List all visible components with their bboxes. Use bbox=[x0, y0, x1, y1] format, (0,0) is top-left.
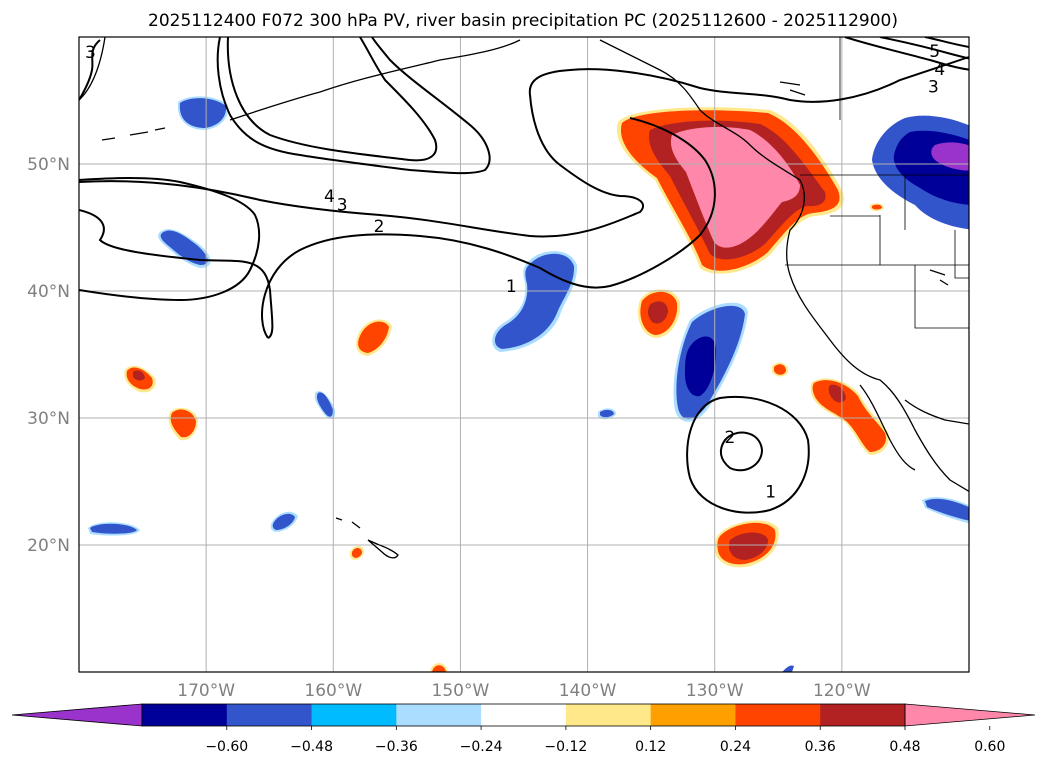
figure-title: 2025112400 F072 300 hPa PV, river basin … bbox=[148, 11, 898, 31]
colorbar-segment bbox=[650, 704, 736, 726]
coastline-hawaii bbox=[335, 517, 399, 559]
pv-contour-label: 3 bbox=[928, 78, 939, 98]
pv-contour-label: 4 bbox=[324, 187, 335, 207]
colorbar-tick-label: 0.24 bbox=[720, 739, 751, 755]
pv-contour-2-main bbox=[79, 55, 969, 238]
colorbar-segment bbox=[396, 704, 482, 726]
lon-tick-label: 150°W bbox=[432, 681, 490, 701]
pv-contour-label: 3 bbox=[337, 196, 348, 216]
colorbar-tick-label: 0.12 bbox=[635, 739, 666, 755]
colorbar-segment bbox=[565, 704, 652, 726]
colorbar-tick-label: −0.48 bbox=[290, 739, 333, 755]
coastlines bbox=[79, 37, 969, 559]
lon-tick-label: 160°W bbox=[304, 681, 362, 701]
state-borders bbox=[785, 37, 969, 329]
pv-contour-label: 4 bbox=[934, 60, 945, 80]
pv-contours bbox=[79, 37, 969, 514]
colorbar: −0.60 −0.48 −0.36 −0.24 −0.12 0.12 0.24 0.36 0.4… bbox=[11, 703, 1036, 755]
pv-contour-3-main bbox=[216, 37, 491, 175]
pv-contour-2-cutoff bbox=[719, 431, 764, 472]
pv-contour-4-east bbox=[879, 37, 969, 60]
gridlines bbox=[79, 37, 969, 672]
colorbar-tick-label: 0.48 bbox=[889, 739, 920, 755]
pv-contour-label: 1 bbox=[765, 483, 776, 503]
colorbar-segment bbox=[820, 704, 906, 726]
pv-contour-label: 1 bbox=[506, 277, 517, 297]
longitude-axis: 170°W 160°W 150°W 140°W 130°W 120°W bbox=[177, 681, 871, 701]
coastline-islands bbox=[779, 81, 949, 286]
lat-tick-label: 40°N bbox=[27, 282, 70, 302]
colorbar-tick-label: −0.36 bbox=[375, 739, 418, 755]
map-frame bbox=[78, 36, 970, 673]
colorbar-tick-label: −0.24 bbox=[460, 739, 503, 755]
pv-contour-3-east bbox=[844, 37, 969, 71]
pv-contour-label: 2 bbox=[725, 428, 736, 448]
coastline-baja bbox=[859, 384, 916, 471]
pv-contour-3-west bbox=[79, 39, 101, 101]
coastline-north-america bbox=[599, 39, 969, 493]
lon-tick-label: 170°W bbox=[177, 681, 235, 701]
anomaly-blob-south bbox=[714, 520, 779, 568]
pv-contour-label: 2 bbox=[374, 217, 385, 237]
pv-contour-1-main bbox=[261, 117, 716, 339]
coastline-aleutians bbox=[229, 39, 521, 121]
colorbar-segment bbox=[481, 704, 567, 726]
colorbar-extend-low bbox=[11, 703, 143, 727]
anomaly-blob-130w bbox=[673, 302, 748, 422]
colorbar-segment bbox=[142, 704, 228, 726]
pv-contour-5-east bbox=[924, 37, 969, 49]
colorbar-tick-label: −0.12 bbox=[544, 739, 587, 755]
colorbar-tick-label: 0.36 bbox=[805, 739, 836, 755]
colorbar-tick-label: −0.60 bbox=[205, 739, 248, 755]
coastline-alaska-west bbox=[79, 37, 106, 101]
anomaly-blob-135w bbox=[637, 289, 681, 338]
latitude-axis: 20°N 30°N 40°N 50°N bbox=[27, 155, 70, 556]
lat-tick-label: 20°N bbox=[27, 536, 70, 556]
pv-contour-label: 3 bbox=[85, 43, 96, 63]
pv-contour-label: 5 bbox=[929, 42, 940, 62]
anomaly-blob-baja bbox=[810, 378, 889, 455]
lon-tick-label: 140°W bbox=[559, 681, 617, 701]
colorbar-segment bbox=[735, 704, 821, 726]
lon-tick-label: 130°W bbox=[686, 681, 744, 701]
lat-tick-label: 50°N bbox=[27, 155, 70, 175]
pv-contour-1-west bbox=[79, 177, 261, 302]
pv-contour-4-main bbox=[226, 37, 438, 162]
lon-tick-label: 120°W bbox=[813, 681, 871, 701]
anomaly-blob-pacific-northwest bbox=[617, 107, 844, 274]
colorbar-segment bbox=[226, 704, 313, 726]
coastline-gulf bbox=[904, 399, 969, 425]
anomaly-blob-northeast bbox=[872, 115, 969, 230]
colorbar-segment bbox=[311, 704, 397, 726]
pv-contour-1-cutoff bbox=[686, 395, 810, 514]
colorbar-tick-label: 0.60 bbox=[974, 739, 1005, 755]
political-borders bbox=[785, 37, 969, 329]
pv-contour-2-west bbox=[79, 209, 274, 339]
coastline-aleutian-islands bbox=[101, 127, 166, 141]
colorbar-frame bbox=[141, 703, 906, 727]
lat-tick-label: 30°N bbox=[27, 409, 70, 429]
colorbar-extend-high bbox=[904, 703, 1036, 727]
